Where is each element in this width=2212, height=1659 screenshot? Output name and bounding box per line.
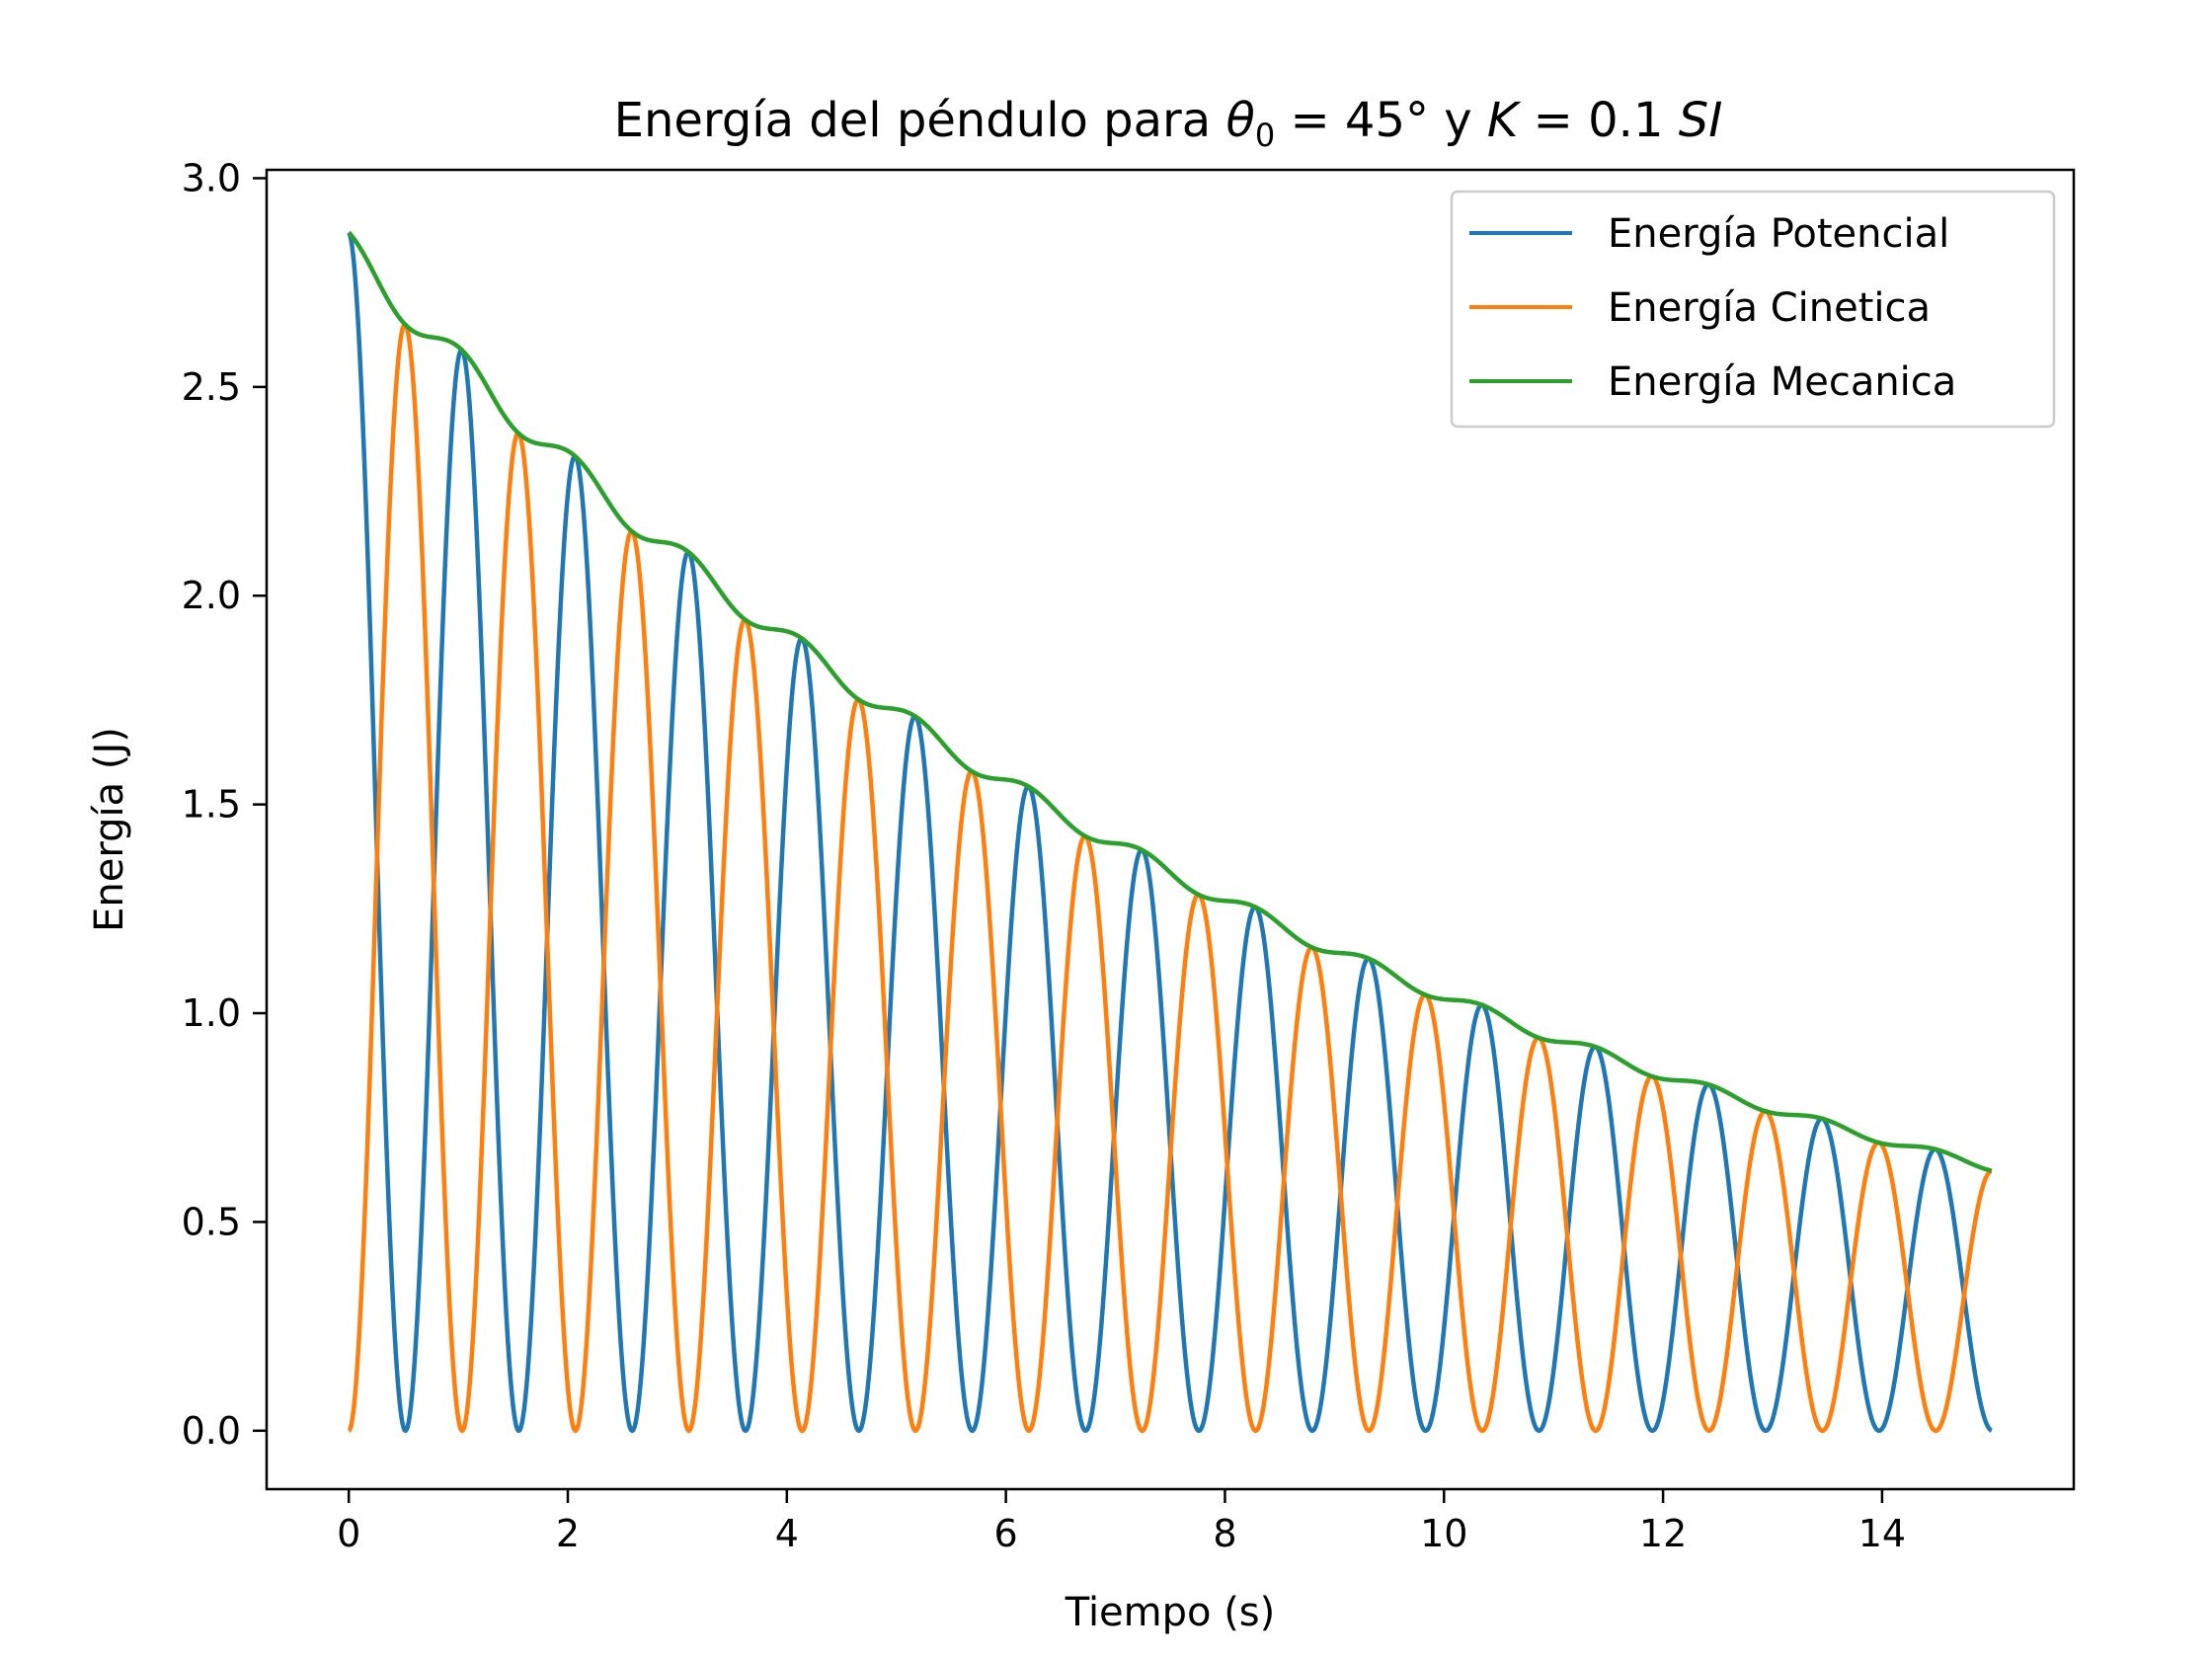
y-tick-label: 0.0 (182, 1409, 241, 1453)
y-axis-label: Energía (J) (87, 727, 132, 932)
y-tick-label: 0.5 (182, 1200, 241, 1243)
x-axis: 0 2 4 6 8 10 12 14 (337, 1489, 1906, 1555)
legend-label-potencial: Energía Potencial (1608, 211, 1949, 257)
legend-label-cinetica: Energía Cinetica (1608, 285, 1931, 331)
series-line-kinetic (347, 322, 1994, 1434)
y-tick-label: 2.0 (182, 574, 241, 617)
chart-title: Energía del péndulo para θ0 = 45° y K = … (614, 93, 1723, 154)
legend-label-mecanica: Energía Mecanica (1608, 359, 1956, 405)
y-tick-label: 2.5 (182, 365, 241, 409)
y-tick-label: 3.0 (182, 156, 241, 199)
x-axis-label: Tiempo (s) (1065, 1590, 1276, 1635)
x-tick-label: 10 (1420, 1512, 1467, 1555)
x-tick-label: 6 (994, 1512, 1018, 1555)
plot-frame (265, 168, 2076, 1491)
series-layer (347, 230, 1994, 1434)
y-tick-label: 1.0 (182, 991, 241, 1035)
y-tick-label: 1.5 (182, 783, 241, 827)
y-axis: 0.0 0.5 1.0 1.5 2.0 2.5 3.0 (182, 156, 267, 1453)
x-tick-label: 8 (1213, 1512, 1236, 1555)
series-line-mechanical (347, 230, 1994, 1173)
legend: Energía Potencial Energía Cinetica Energ… (1450, 190, 2056, 429)
x-tick-label: 2 (556, 1512, 580, 1555)
x-tick-label: 0 (337, 1512, 360, 1555)
x-tick-label: 4 (775, 1512, 799, 1555)
legend-box (1450, 190, 2056, 429)
x-tick-label: 14 (1858, 1512, 1906, 1555)
x-tick-label: 12 (1639, 1512, 1687, 1555)
